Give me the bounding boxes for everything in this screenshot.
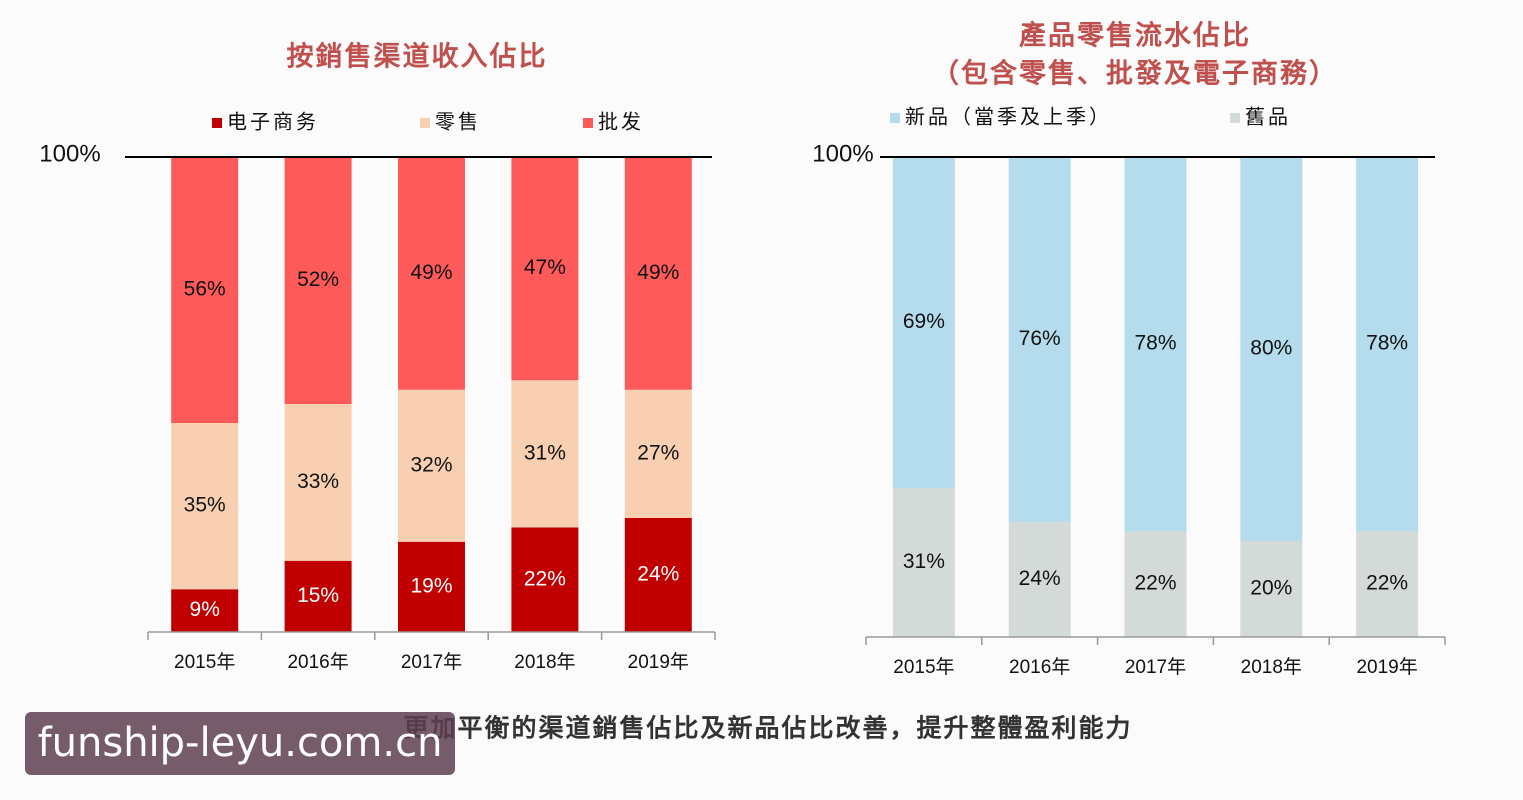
value-label: 22%: [1134, 572, 1176, 595]
x-tick-label: 2018年: [1241, 656, 1302, 678]
value-label: 27%: [637, 441, 679, 464]
bar-segment: [1008, 521, 1071, 637]
chart-title: 按銷售渠道收入佔比: [287, 41, 548, 73]
caption: 更加平衡的渠道銷售佔比及新品佔比改善，提升整體盈利能力: [403, 714, 1132, 743]
value-label: 56%: [184, 278, 226, 301]
bar-segment: [1240, 541, 1303, 637]
value-label: 24%: [637, 563, 679, 586]
bar-segment: [624, 389, 692, 518]
watermark: funship-leyu.com.cn: [38, 720, 443, 766]
legend-label: 舊品: [1245, 105, 1291, 129]
x-tick-label: 2017年: [1125, 656, 1186, 678]
value-label: 47%: [524, 256, 566, 279]
legend-swatch: [890, 113, 900, 123]
legend-swatch: [1230, 113, 1240, 123]
x-tick-label: 2016年: [1009, 656, 1070, 678]
value-label: 69%: [903, 310, 945, 333]
bar-segment: [171, 589, 239, 632]
bar-segment: [1124, 157, 1187, 532]
value-label: 15%: [297, 584, 339, 607]
x-tick-label: 2016年: [287, 651, 348, 673]
bar-segment: [1124, 531, 1187, 637]
value-label: 22%: [1366, 572, 1408, 595]
value-label: 76%: [1019, 327, 1061, 350]
chart-subtitle: （包含零售、批發及電子商務）: [932, 58, 1338, 90]
chart-title: 產品零售流水佔比: [1019, 20, 1251, 52]
value-label: 52%: [297, 268, 339, 291]
x-tick-label: 2019年: [628, 651, 689, 673]
value-label: 24%: [1019, 567, 1061, 590]
value-label: 31%: [903, 550, 945, 573]
value-label: 78%: [1134, 332, 1176, 355]
value-label: 19%: [410, 574, 452, 597]
bar-segment: [1008, 157, 1071, 522]
bar-segment: [398, 541, 465, 632]
value-label: 32%: [410, 453, 452, 476]
legend-label: 新品（當季及上季）: [905, 105, 1112, 129]
bar-segment: [1356, 531, 1419, 637]
bar-segment: [398, 389, 465, 542]
legend-label: 零售: [435, 110, 481, 134]
legend-label: 电子商务: [227, 110, 319, 134]
legend-swatch: [420, 118, 430, 128]
bar-segment: [284, 560, 352, 632]
bar-segment: [171, 423, 239, 590]
bar-segment: [398, 157, 465, 390]
y-tick-label: 100%: [39, 140, 100, 167]
watermark-box: [25, 712, 455, 775]
legend-label: 批发: [598, 110, 644, 134]
legend-swatch: [583, 118, 593, 128]
bar-segment: [511, 380, 579, 528]
value-label: 49%: [637, 261, 679, 284]
bar-segment: [284, 157, 352, 404]
x-tick-label: 2015年: [893, 656, 954, 678]
x-tick-label: 2015年: [174, 651, 235, 673]
bar-segment: [624, 157, 692, 390]
value-label: 22%: [524, 567, 566, 590]
bar-segment: [624, 518, 692, 632]
value-label: 35%: [184, 494, 226, 517]
value-label: 20%: [1250, 577, 1292, 600]
value-label: 78%: [1366, 332, 1408, 355]
x-tick-label: 2018年: [514, 651, 575, 673]
bar-segment: [511, 527, 579, 632]
value-label: 9%: [190, 598, 220, 621]
x-tick-label: 2019年: [1356, 656, 1417, 678]
value-label: 31%: [524, 441, 566, 464]
value-label: 49%: [410, 261, 452, 284]
bar-segment: [1240, 157, 1303, 541]
bar-segment: [284, 404, 352, 561]
bar-segment: [171, 157, 239, 423]
y-tick-label: 100%: [812, 140, 873, 167]
bar-segment: [1356, 157, 1419, 532]
x-tick-label: 2017年: [401, 651, 462, 673]
value-label: 33%: [297, 470, 339, 493]
bar-segment: [892, 488, 955, 637]
legend-swatch: [212, 118, 222, 128]
bar-segment: [511, 157, 579, 381]
value-label: 80%: [1250, 337, 1292, 360]
bar-segment: [892, 157, 955, 489]
